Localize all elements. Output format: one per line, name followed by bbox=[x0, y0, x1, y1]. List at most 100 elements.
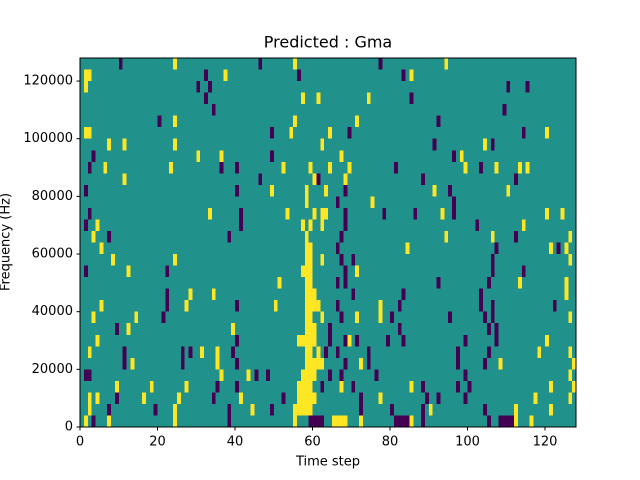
heatmap-cell bbox=[545, 184, 550, 197]
heatmap-cell bbox=[300, 58, 306, 70]
heatmap-cell bbox=[200, 104, 205, 116]
heatmap-cell bbox=[169, 138, 174, 151]
heatmap-cell bbox=[118, 403, 123, 416]
heatmap-cell bbox=[207, 173, 213, 186]
heatmap-cell bbox=[80, 127, 85, 140]
heatmap-cell bbox=[548, 403, 554, 416]
heatmap-cell bbox=[242, 254, 247, 266]
heatmap-cell bbox=[498, 81, 503, 93]
heatmap-cell bbox=[235, 254, 240, 266]
heatmap-cell bbox=[502, 323, 507, 336]
heatmap-cell bbox=[393, 380, 399, 393]
heatmap-cell bbox=[165, 230, 170, 243]
heatmap-cell bbox=[502, 242, 507, 255]
heatmap-cell bbox=[107, 323, 112, 336]
heatmap-cell bbox=[262, 392, 267, 405]
heatmap-cell bbox=[173, 230, 178, 243]
heatmap-cell bbox=[417, 69, 422, 82]
heatmap-cell bbox=[490, 415, 495, 428]
heatmap-cell bbox=[165, 115, 170, 128]
heatmap-cell bbox=[157, 115, 162, 128]
heatmap-cell bbox=[114, 81, 120, 93]
heatmap-cell bbox=[157, 69, 162, 82]
heatmap-cell bbox=[258, 81, 263, 93]
heatmap-cell bbox=[238, 369, 244, 382]
heatmap-cell bbox=[142, 104, 147, 116]
heatmap-cell bbox=[107, 403, 112, 416]
heatmap-cell bbox=[541, 242, 546, 255]
heatmap-cell bbox=[316, 415, 321, 428]
heatmap-cell bbox=[564, 369, 569, 382]
heatmap-cell bbox=[176, 104, 182, 116]
y-tick-label: 120000 bbox=[23, 74, 73, 89]
heatmap-cell bbox=[444, 357, 449, 370]
heatmap-cell bbox=[254, 104, 259, 116]
heatmap-cell bbox=[277, 230, 282, 243]
heatmap-cell bbox=[471, 346, 476, 359]
heatmap-cell bbox=[134, 346, 139, 359]
heatmap-cell bbox=[479, 277, 484, 289]
heatmap-cell bbox=[173, 334, 178, 347]
heatmap-cell bbox=[355, 196, 360, 209]
heatmap-cell bbox=[533, 150, 538, 163]
heatmap-cell bbox=[297, 104, 302, 116]
heatmap-cell bbox=[386, 334, 391, 347]
heatmap-cell bbox=[529, 115, 534, 128]
heatmap-cell bbox=[347, 230, 352, 243]
heatmap-cell bbox=[564, 219, 569, 232]
heatmap-cell bbox=[483, 104, 488, 116]
heatmap-cell bbox=[362, 323, 368, 336]
heatmap-cell bbox=[444, 138, 449, 151]
heatmap-cell bbox=[479, 357, 484, 370]
heatmap-cell bbox=[153, 288, 158, 301]
heatmap-cell bbox=[455, 323, 461, 336]
heatmap-cell bbox=[281, 288, 286, 301]
heatmap-cell bbox=[459, 58, 464, 70]
heatmap-cell bbox=[107, 69, 112, 82]
heatmap-cell bbox=[475, 392, 480, 405]
heatmap-cell bbox=[378, 357, 383, 370]
heatmap-cell bbox=[548, 150, 554, 163]
heatmap-cell bbox=[560, 161, 565, 174]
heatmap-cell bbox=[126, 346, 131, 359]
heatmap-cell bbox=[421, 369, 426, 382]
heatmap-cell bbox=[297, 219, 302, 232]
heatmap-cell bbox=[91, 265, 96, 278]
x-tick-label: 20 bbox=[149, 435, 166, 450]
heatmap-cell bbox=[328, 81, 333, 93]
heatmap-cell bbox=[452, 219, 457, 232]
heatmap-cell bbox=[223, 230, 228, 243]
heatmap-cell bbox=[502, 254, 507, 266]
heatmap-cell bbox=[262, 254, 267, 266]
heatmap-cell bbox=[328, 334, 333, 347]
heatmap-cell bbox=[204, 334, 209, 347]
heatmap-cell bbox=[424, 300, 430, 312]
heatmap-cell bbox=[498, 334, 503, 347]
heatmap-cell bbox=[281, 415, 286, 428]
heatmap-cell bbox=[552, 392, 557, 405]
heatmap-cell bbox=[281, 92, 286, 105]
heatmap-cell bbox=[440, 173, 445, 186]
heatmap-cell bbox=[130, 184, 135, 197]
heatmap-cell bbox=[366, 415, 371, 428]
heatmap-cell bbox=[293, 207, 298, 220]
heatmap-cell bbox=[490, 92, 495, 105]
heatmap-cell bbox=[572, 230, 577, 243]
heatmap-cell bbox=[246, 392, 251, 405]
heatmap-cell bbox=[533, 380, 538, 393]
heatmap-cell bbox=[514, 242, 519, 255]
heatmap-cell bbox=[138, 357, 143, 370]
heatmap-cell bbox=[176, 207, 182, 220]
heatmap-cell bbox=[397, 334, 402, 347]
heatmap-cell bbox=[289, 138, 294, 151]
heatmap-cell bbox=[300, 277, 306, 289]
heatmap-cell bbox=[254, 323, 259, 336]
heatmap-cell bbox=[99, 392, 104, 405]
heatmap-cell bbox=[440, 300, 445, 312]
heatmap-cell bbox=[397, 138, 402, 151]
heatmap-cell bbox=[126, 173, 131, 186]
heatmap-cell bbox=[428, 380, 433, 393]
heatmap-cell bbox=[169, 357, 174, 370]
heatmap-cell bbox=[506, 150, 511, 163]
heatmap-cell bbox=[300, 288, 306, 301]
